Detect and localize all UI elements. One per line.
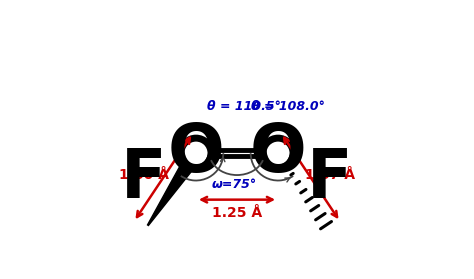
Polygon shape [147,162,193,225]
Text: F: F [121,146,167,212]
Text: θ = 110.5°: θ = 110.5° [207,100,281,113]
Text: 1.57 Å: 1.57 Å [305,168,355,182]
Text: F: F [307,146,353,212]
Text: 1.25 Å: 1.25 Å [212,206,262,220]
Text: 1.60 Å: 1.60 Å [119,168,169,182]
Text: O: O [250,120,306,186]
Text: θ = 108.0°: θ = 108.0° [251,100,325,113]
Text: ω=75°: ω=75° [212,178,257,191]
Text: O: O [168,120,224,186]
